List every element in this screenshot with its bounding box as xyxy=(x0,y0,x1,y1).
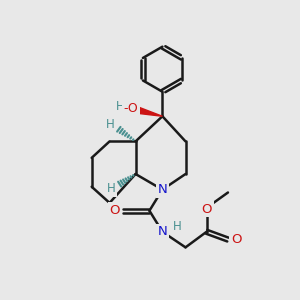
Text: O: O xyxy=(231,233,241,246)
Text: O: O xyxy=(201,203,212,216)
Text: H: H xyxy=(106,182,116,195)
Text: O: O xyxy=(110,204,120,217)
Text: N: N xyxy=(158,183,167,196)
Text: -O: -O xyxy=(124,102,139,115)
Text: N: N xyxy=(158,225,167,238)
Polygon shape xyxy=(135,106,162,116)
Text: H: H xyxy=(173,220,182,233)
Text: H: H xyxy=(106,118,115,130)
Text: H: H xyxy=(116,100,125,113)
